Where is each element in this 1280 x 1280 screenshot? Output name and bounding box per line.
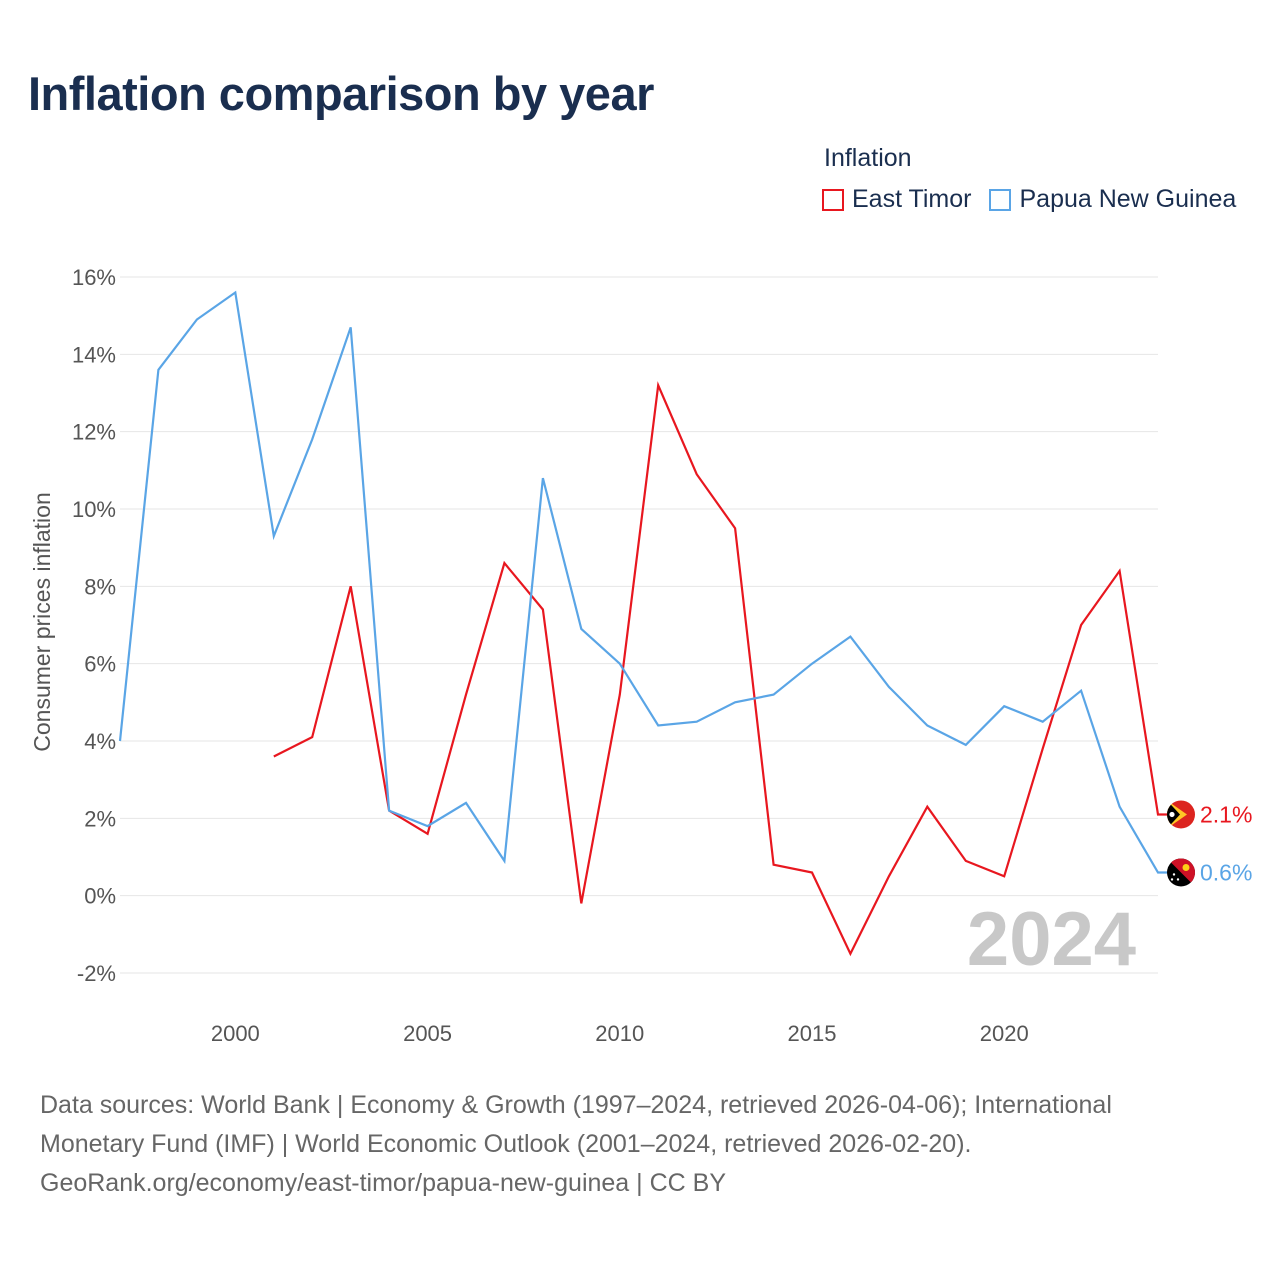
y-tick-label: 8% [84,574,116,599]
series-line-papua-new-guinea [118,290,1168,874]
y-tick-label: 4% [84,729,116,754]
flag-marker-east-timor [1167,800,1195,829]
x-tick-label: 2000 [211,1021,260,1046]
flag-image [1167,858,1195,887]
legend-label-papua-new-guinea: Papua New Guinea [1019,185,1237,213]
end-label-east-timor: 2.1% [1200,801,1252,827]
flag-image [1167,800,1195,829]
footer-line-3: GeoRank.org/economy/east-timor/papua-new… [40,1169,726,1197]
page-title: Inflation comparison by year [28,67,654,120]
y-tick-label: 10% [72,497,116,522]
y-tick-label: 2% [84,806,116,831]
footer-line-2: Monetary Fund (IMF) | World Economic Out… [40,1130,972,1158]
end-label-papua-new-guinea: 0.6% [1200,859,1252,885]
y-tick-label: 6% [84,652,116,677]
legend-label-east-timor: East Timor [852,185,972,213]
line-chart: -2% 0% 2% 4% 6% 8% 10% 12% 14% 16% 2000 2005 2010 201… [29,265,1252,1046]
legend-title: Inflation [824,144,912,172]
flag-star [1172,873,1176,876]
y-tick-label: 0% [84,884,116,909]
flag-bird [1182,863,1190,871]
x-tick-label: 2020 [980,1021,1029,1046]
x-tick-label: 2010 [595,1021,644,1046]
footer-sources: Data sources: World Bank | Economy & Gro… [40,1086,1240,1203]
x-tick-label: 2015 [788,1021,837,1046]
legend-swatch-papua-new-guinea [989,188,1012,211]
footer-line-1: Data sources: World Bank | Economy & Gro… [40,1091,1112,1119]
y-axis-label: Consumer prices inflation [29,492,55,752]
y-tick-label: -2% [77,961,116,986]
y-tick-label: 16% [72,265,116,290]
y-tick-label: 12% [72,420,116,445]
x-tick-label: 2005 [403,1021,452,1046]
flag-marker-papua-new-guinea [1167,858,1195,887]
y-tick-label: 14% [72,342,116,367]
flag-star [1176,878,1180,881]
year-watermark: 2024 [967,897,1136,982]
legend-item-east-timor[interactable]: East Timor [822,185,971,214]
legend-item-papua-new-guinea[interactable]: Papua New Guinea [989,185,1236,214]
series-line-east-timor [273,381,1168,957]
legend: East Timor Papua New Guinea [822,185,1254,214]
flag-star [1170,878,1174,881]
legend-swatch-east-timor [822,188,844,211]
flag-star [1169,811,1175,818]
